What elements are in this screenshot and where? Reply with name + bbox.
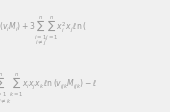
Text: $\ell{\rm n}\,(v_i M_i) + 3\sum_{\substack{i=1\\i\neq j}}^{n}\sum_{j=1}^{n} x_i^: $\ell{\rm n}\,(v_i M_i) + 3\sum_{\substa…	[0, 15, 86, 48]
Text: $\sum_{\substack{j=1\\i\neq j\neq k}}^{n}\sum_{k=1}^{n} x_i x_j x_k\,\ell{\rm n}: $\sum_{\substack{j=1\\i\neq j\neq k}}^{n…	[0, 70, 97, 105]
